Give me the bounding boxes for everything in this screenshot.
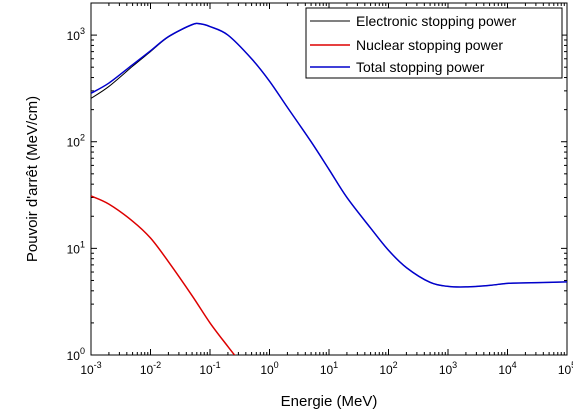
series-line-nuclear	[91, 195, 236, 355]
x-tick-label-exponent: 3	[452, 360, 457, 370]
y-tick-label: 101	[67, 239, 85, 256]
x-tick-label-exponent: -3	[94, 360, 102, 370]
x-tick-label-base: 10	[80, 363, 94, 377]
y-tick-label-base: 10	[67, 349, 81, 363]
x-tick-label: 103	[439, 360, 457, 377]
y-tick-label-exponent: 3	[80, 26, 85, 36]
x-tick-label-exponent: -2	[153, 360, 161, 370]
x-tick-label: 10-1	[199, 360, 220, 377]
x-tick-label: 10-2	[140, 360, 161, 377]
x-tick-label-exponent: 0	[274, 360, 279, 370]
x-tick-label-exponent: -1	[213, 360, 221, 370]
y-tick-label: 103	[67, 26, 85, 43]
series-line-total	[91, 22, 567, 288]
x-tick-label-base: 10	[498, 363, 512, 377]
y-tick-label-base: 10	[67, 242, 81, 256]
y-tick-label-exponent: 0	[80, 346, 85, 356]
y-tick-label-base: 10	[67, 29, 81, 43]
axis-ticks: 10-310-210-11001011021031041051001011021…	[67, 3, 573, 377]
x-tick-label-base: 10	[379, 363, 393, 377]
x-tick-label-base: 10	[199, 363, 213, 377]
x-tick-label-exponent: 4	[512, 360, 517, 370]
x-tick-label: 10-3	[80, 360, 101, 377]
legend-label-nuclear: Nuclear stopping power	[356, 37, 503, 53]
legend-label-total: Total stopping power	[356, 59, 485, 75]
x-tick-label: 101	[320, 360, 338, 377]
x-tick-label: 100	[260, 360, 278, 377]
x-axis-title: Energie (MeV)	[281, 393, 378, 410]
y-tick-label-exponent: 2	[80, 133, 85, 143]
x-tick-label-base: 10	[558, 363, 572, 377]
y-tick-label: 102	[67, 133, 85, 150]
x-tick-label-base: 10	[320, 363, 334, 377]
x-tick-label-exponent: 5	[571, 360, 573, 370]
x-tick-label: 102	[379, 360, 397, 377]
x-tick-label-exponent: 2	[393, 360, 398, 370]
x-tick-label-base: 10	[439, 363, 453, 377]
x-tick-label-base: 10	[260, 363, 274, 377]
y-tick-label-base: 10	[67, 136, 81, 150]
y-tick-label: 100	[67, 346, 85, 363]
x-tick-label-base: 10	[140, 363, 154, 377]
x-tick-label: 104	[498, 360, 516, 377]
x-tick-label: 105	[558, 360, 573, 377]
y-tick-label-exponent: 1	[80, 239, 85, 249]
y-axis-title: Pouvoir d'arrêt (MeV/cm)	[24, 96, 41, 262]
x-tick-label-exponent: 1	[333, 360, 338, 370]
legend: Electronic stopping power Nuclear stoppi…	[305, 7, 563, 79]
data-series	[91, 22, 567, 355]
legend-label-electronic: Electronic stopping power	[356, 13, 517, 29]
